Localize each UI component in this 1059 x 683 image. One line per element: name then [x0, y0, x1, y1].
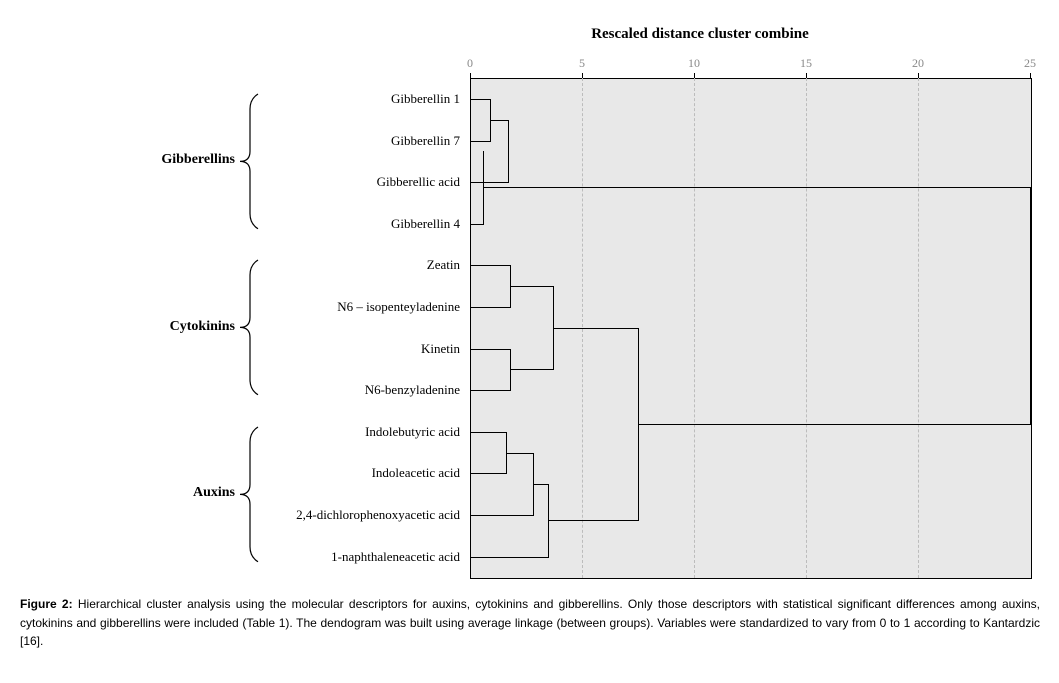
- tick-label: 0: [455, 56, 485, 71]
- branch-h: [470, 224, 483, 225]
- leaf-label: Kinetin: [421, 341, 460, 357]
- branch-h: [470, 432, 506, 433]
- branch-v: [508, 120, 509, 183]
- tick-label: 5: [567, 56, 597, 71]
- x-axis: [470, 78, 1031, 79]
- tick-mark: [1030, 73, 1031, 78]
- figure-container: Rescaled distance cluster combine 0 5 10 15 2…: [20, 20, 1040, 651]
- leaf-label: Indolebutyric acid: [365, 424, 460, 440]
- leaf-label: Gibberellic acid: [377, 174, 460, 190]
- leaf-label: Gibberellin 4: [391, 216, 460, 232]
- grid-line: [694, 78, 695, 578]
- branch-h: [533, 484, 549, 485]
- leaf-label: Gibberellin 7: [391, 133, 460, 149]
- branch-h: [470, 182, 508, 183]
- dendrogram-plot: Rescaled distance cluster combine 0 5 10 15 2…: [20, 20, 1040, 580]
- branch-h: [510, 369, 553, 370]
- chart-title: Rescaled distance cluster combine: [550, 26, 850, 43]
- leaf-label: 1-naphthaleneacetic acid: [331, 549, 460, 565]
- branch-h: [638, 424, 1030, 425]
- branch-h: [490, 120, 508, 121]
- leaf-label: Zeatin: [427, 257, 460, 273]
- leaf-label: Indoleacetic acid: [372, 465, 460, 481]
- branch-h: [470, 515, 533, 516]
- branch-h: [506, 453, 533, 454]
- tick-label: 20: [903, 56, 933, 71]
- leaf-label: Gibberellin 1: [391, 91, 460, 107]
- tick-mark: [470, 73, 471, 78]
- group-bracket: [240, 422, 270, 567]
- grid-line: [806, 78, 807, 578]
- tick-label: 25: [1015, 56, 1045, 71]
- branch-h: [470, 141, 490, 142]
- group-bracket: [240, 89, 270, 234]
- branch-h: [470, 390, 510, 391]
- branch-h: [483, 187, 1030, 188]
- branch-h: [470, 349, 510, 350]
- branch-h: [553, 328, 638, 329]
- caption-text: Hierarchical cluster analysis using the …: [20, 597, 1040, 648]
- group-label: Auxins: [115, 485, 235, 501]
- leaf-label: N6 – isopenteyladenine: [337, 299, 460, 315]
- tick-label: 15: [791, 56, 821, 71]
- branch-h: [470, 473, 506, 474]
- branch-h: [470, 557, 548, 558]
- branch-h: [470, 99, 490, 100]
- grid-line: [918, 78, 919, 578]
- branch-v: [1030, 187, 1031, 425]
- branch-h: [510, 286, 553, 287]
- branch-h: [470, 265, 510, 266]
- group-label: Cytokinins: [115, 319, 235, 335]
- branch-h: [548, 520, 638, 521]
- caption-label: Figure 2:: [20, 597, 73, 611]
- leaf-label: 2,4-dichlorophenoxyacetic acid: [296, 507, 460, 523]
- group-label: Gibberellins: [115, 152, 235, 168]
- tick-label: 10: [679, 56, 709, 71]
- branch-h: [470, 307, 510, 308]
- leaf-label: N6-benzyladenine: [365, 382, 460, 398]
- figure-caption: Figure 2: Hierarchical cluster analysis …: [20, 595, 1040, 651]
- group-bracket: [240, 255, 270, 400]
